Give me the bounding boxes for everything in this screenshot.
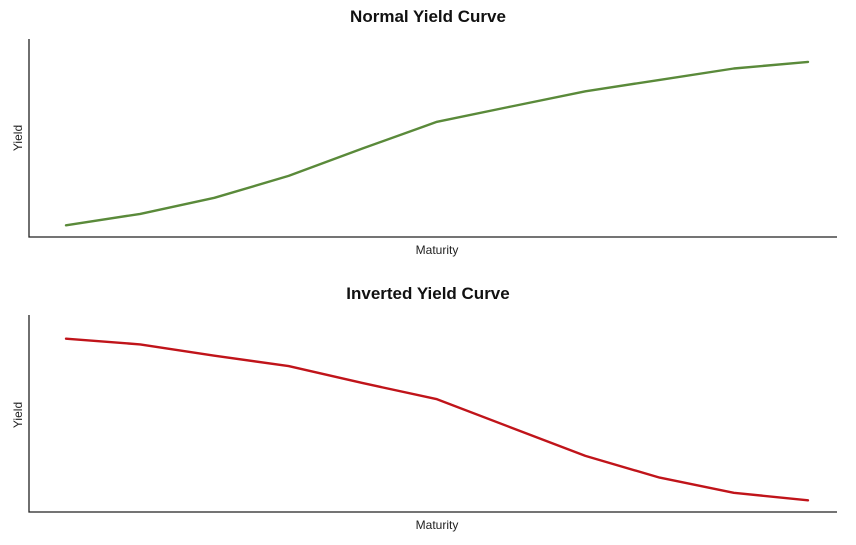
plot-series-layer: [64, 337, 810, 502]
y-axis-label: Yield: [11, 402, 25, 428]
chart-title: Inverted Yield Curve: [346, 284, 509, 303]
axes: [28, 315, 837, 513]
series-line: [64, 60, 810, 227]
y-axis-label: Yield: [11, 125, 25, 151]
normal-yield-curve-chart: Normal Yield Curve Yield Maturity: [11, 7, 837, 257]
plot-series-layer: [64, 60, 810, 227]
chart-title: Normal Yield Curve: [350, 7, 506, 26]
x-axis-label: Maturity: [416, 243, 459, 257]
inverted-yield-curve-chart: Inverted Yield Curve Yield Maturity: [11, 284, 837, 532]
x-axis-label: Maturity: [416, 518, 459, 532]
series-line: [64, 337, 810, 502]
axes: [28, 39, 837, 238]
